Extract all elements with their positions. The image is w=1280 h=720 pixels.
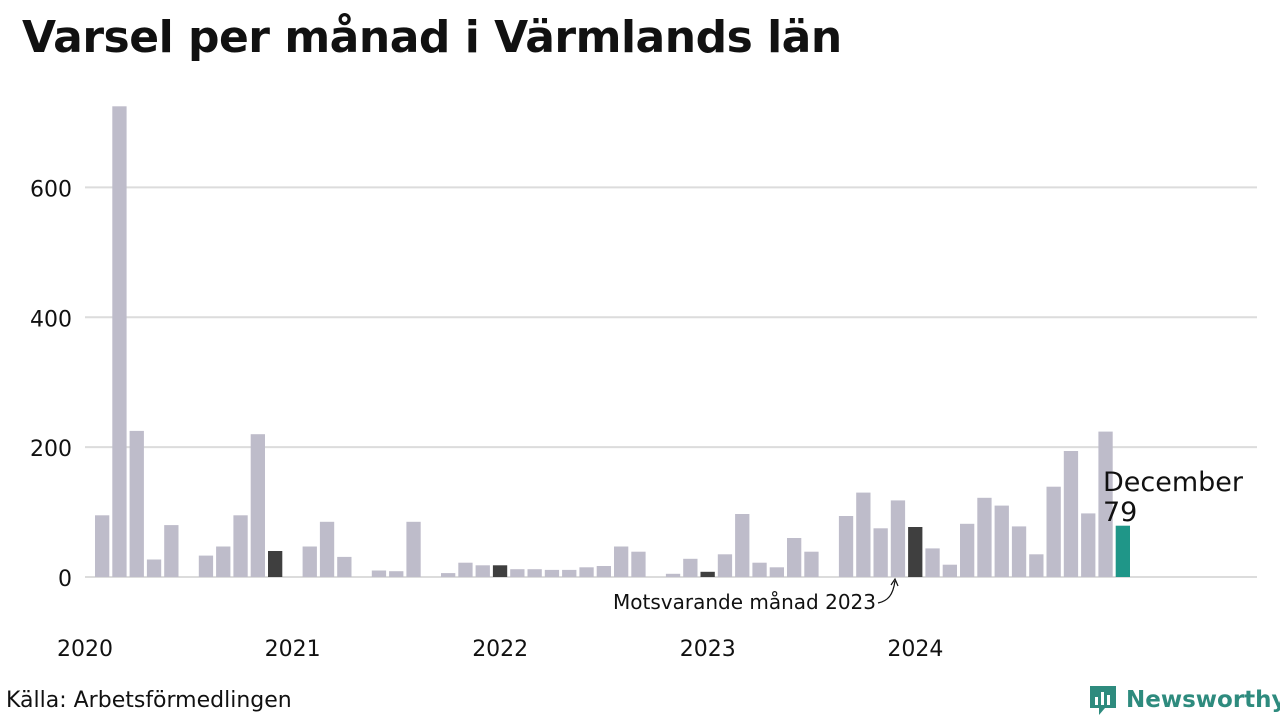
annotations: December 79 Motsvarande månad 2023: [613, 467, 1244, 614]
latest-month-bar: [1115, 525, 1130, 577]
y-tick-label: 200: [30, 437, 72, 462]
y-tick-label: 0: [58, 567, 72, 592]
bar: [319, 521, 335, 577]
same-month-bar: [908, 527, 923, 577]
bar: [146, 559, 162, 577]
bar: [458, 562, 473, 577]
annotation-arrow: [877, 580, 896, 604]
y-tick-label: 600: [30, 177, 72, 202]
axis-labels: 0 200 400 600 2020 2021 2022 2023 2024: [30, 177, 943, 662]
bar: [129, 430, 144, 577]
bar: [441, 573, 456, 577]
x-tick-label: 2021: [265, 637, 321, 662]
x-tick-label: 2022: [472, 637, 528, 662]
bar: [527, 569, 542, 577]
bar: [942, 564, 957, 577]
bar: [890, 500, 906, 577]
bar: [198, 555, 214, 577]
bar: [735, 514, 750, 577]
bar: [596, 566, 611, 577]
bar: [406, 521, 421, 577]
bar: [994, 505, 1009, 577]
bar: [1011, 526, 1027, 577]
bar: [977, 497, 992, 577]
y-tick-label: 400: [30, 307, 72, 332]
bar: [804, 551, 819, 577]
latest-value-label: 79: [1103, 497, 1137, 528]
bars: [95, 106, 1130, 578]
bar: [1029, 554, 1044, 577]
bar: [579, 567, 594, 577]
bar: [717, 554, 733, 577]
bar: [112, 106, 127, 578]
bar: [769, 567, 784, 577]
bar: [614, 546, 629, 577]
bar: [302, 546, 317, 577]
same-month-bar: [492, 565, 508, 577]
bar: [95, 515, 110, 577]
bar: [1063, 451, 1079, 577]
bar: [164, 525, 179, 577]
same-month-bar: [700, 571, 715, 577]
bar: [838, 516, 854, 577]
source-note: Källa: Arbetsförmedlingen: [6, 688, 292, 713]
bar-chart: 0 200 400 600 2020 2021 2022 2023 2024 December …: [30, 106, 1257, 662]
bar: [1046, 486, 1061, 577]
bar: [544, 569, 560, 577]
newsworthy-logo-icon: [1090, 686, 1116, 715]
latest-month-label: December: [1103, 467, 1244, 498]
bar: [389, 571, 404, 577]
same-month-bar: [268, 551, 283, 577]
bar: [683, 558, 698, 577]
bar: [787, 538, 802, 577]
x-tick-label: 2024: [887, 637, 943, 662]
bar: [1098, 431, 1113, 577]
x-tick-label: 2020: [57, 637, 113, 662]
bar: [250, 434, 265, 577]
bar: [216, 546, 231, 577]
bar: [960, 523, 975, 577]
bar: [510, 569, 525, 577]
bar: [752, 562, 767, 577]
bar: [233, 515, 248, 577]
bar: [371, 570, 387, 577]
bar: [873, 528, 888, 577]
x-tick-label: 2023: [680, 637, 736, 662]
bar: [631, 551, 646, 577]
logo-text: Newsworthy: [1126, 687, 1280, 713]
annotation-arrowhead: [890, 577, 899, 587]
newsworthy-logo: Newsworthy: [1088, 684, 1280, 716]
bar: [337, 556, 352, 577]
bar: [856, 492, 871, 577]
bar: [562, 569, 577, 577]
bar: [665, 573, 681, 577]
corresponding-month-annotation: Motsvarande månad 2023: [613, 590, 876, 614]
bar: [925, 548, 940, 577]
bar: [475, 565, 490, 577]
bar: [1081, 513, 1096, 577]
chart-title: Varsel per månad i Värmlands län: [22, 12, 842, 63]
